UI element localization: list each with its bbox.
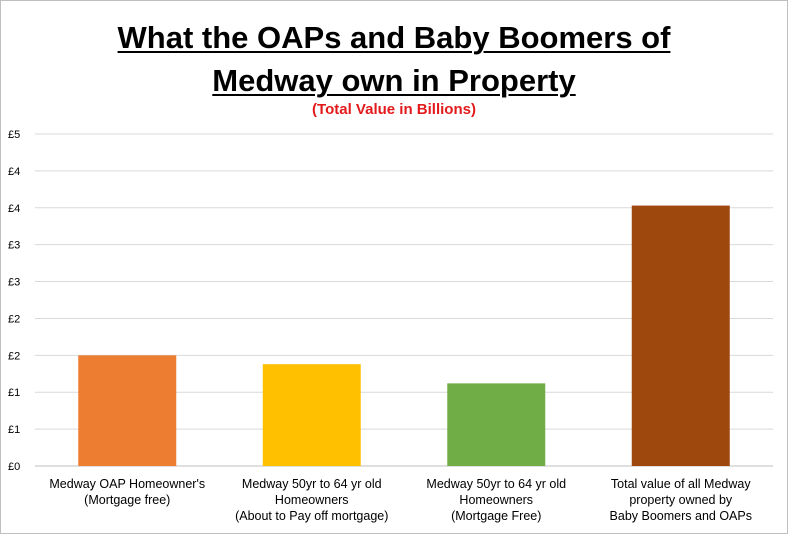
x-tick-label-line: Medway 50yr to 64 yr old [241, 477, 382, 491]
bar [78, 355, 177, 466]
y-tick-label: £4 [8, 203, 20, 215]
x-tick-label-line: (About to Pay off mortgage) [235, 509, 389, 523]
x-tick-label: Medway 50yr to 64 yr old Homeowners (Mortg… [401, 476, 591, 524]
x-tick-label-line: (Mortgage free) [84, 493, 171, 507]
bar [447, 383, 546, 466]
y-tick-label: £2 [8, 350, 20, 362]
chart-title-line-1: What the OAPs and Baby Boomers of [117, 20, 671, 55]
x-tick-label: Total value of all Medway property owned … [586, 476, 776, 524]
x-tick-label: Medway 50yr to 64 yr old Homeowners (About… [217, 476, 407, 524]
bar [631, 205, 730, 466]
y-tick-label: £2 [8, 313, 20, 325]
bar [262, 364, 361, 466]
y-tick-label: £3 [8, 277, 20, 289]
x-tick-label-line: (Mortgage Free) [451, 509, 542, 523]
x-tick-label-line: Homeowners [459, 493, 534, 507]
x-tick-label-line: Baby Boomers and OAPs [609, 509, 752, 523]
y-tick-label: £5 [8, 129, 20, 141]
chart-subtitle: (Total Value in Billions) [312, 101, 476, 118]
y-tick-label: £0 [8, 461, 20, 473]
y-tick-label: £1 [8, 424, 20, 436]
y-tick-label: £3 [8, 240, 20, 252]
x-tick-label-line: Total value of all Medway [610, 477, 751, 491]
x-tick-label-line: Homeowners [274, 493, 349, 507]
x-tick-label-line: Medway 50yr to 64 yr old [426, 477, 567, 491]
y-tick-label: £4 [8, 166, 20, 178]
y-tick-label: £1 [8, 387, 20, 399]
x-tick-label-line: Medway OAP Homeowner's [49, 477, 206, 491]
x-tick-label: Medway OAP Homeowner's (Mortgage free) [32, 476, 222, 508]
x-tick-label-line: property owned by [629, 493, 733, 507]
chart-title-line-2: Medway own in Property [212, 63, 576, 98]
